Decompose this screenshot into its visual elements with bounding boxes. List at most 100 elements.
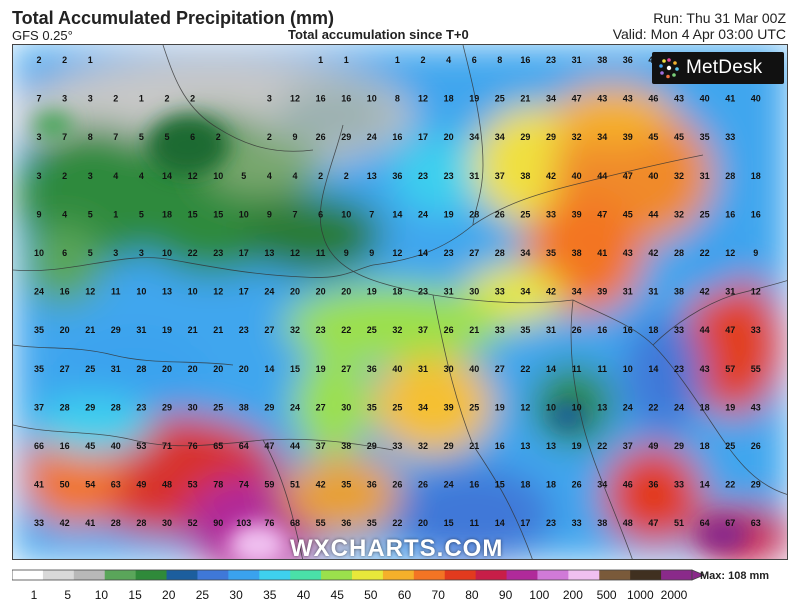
precip-value-label: 9 xyxy=(36,209,41,219)
precip-value-label: 28 xyxy=(111,518,121,528)
legend-color-swatch xyxy=(42,570,75,580)
precip-value-label: 33 xyxy=(34,518,44,528)
precip-value-label: 55 xyxy=(751,364,761,374)
precip-value-label: 52 xyxy=(188,518,198,528)
precip-value-label: 9 xyxy=(292,132,297,142)
legend-color-swatch xyxy=(475,570,508,580)
legend-color-swatch xyxy=(352,570,384,580)
precip-value-label: 27 xyxy=(264,325,274,335)
legend-tick-label: 50 xyxy=(364,588,378,602)
precip-value-label: 17 xyxy=(239,248,249,258)
precip-value-label: 34 xyxy=(520,287,530,297)
precip-value-label: 47 xyxy=(725,325,735,335)
precip-value-label: 40 xyxy=(469,364,479,374)
precip-value-label: 23 xyxy=(136,402,146,412)
precip-value-label: 24 xyxy=(367,132,377,142)
precip-value-label: 16 xyxy=(316,94,326,104)
precip-value-label: 26 xyxy=(392,480,402,490)
precip-value-label: 65 xyxy=(213,441,223,451)
precip-value-label: 44 xyxy=(700,325,710,335)
precip-value-label: 11 xyxy=(597,364,607,374)
precip-value-label: 18 xyxy=(648,325,658,335)
precip-value-label: 33 xyxy=(725,132,735,142)
precip-value-label: 17 xyxy=(239,287,249,297)
precip-value-label: 6 xyxy=(62,248,67,258)
precip-value-label: 29 xyxy=(162,402,172,412)
precip-value-label: 43 xyxy=(700,364,710,374)
precip-value-label: 2 xyxy=(62,55,67,65)
precip-value-label: 6 xyxy=(190,132,195,142)
map-title: Total Accumulated Precipitation (mm) xyxy=(12,8,335,28)
precip-value-label: 19 xyxy=(162,325,172,335)
precip-value-label: 31 xyxy=(572,55,582,65)
precip-value-label: 5 xyxy=(241,171,246,181)
precip-value-label: 34 xyxy=(572,287,582,297)
precip-value-label: 32 xyxy=(290,325,300,335)
precip-value-label: 78 xyxy=(213,480,223,490)
legend-tick-label: 30 xyxy=(229,588,243,602)
precip-value-label: 28 xyxy=(136,518,146,528)
precip-value-label: 44 xyxy=(597,171,607,181)
precip-value-label: 26 xyxy=(572,325,582,335)
precip-value-label: 67 xyxy=(725,518,735,528)
precip-value-labels: 2211112468162331383644733212231216161081… xyxy=(34,55,761,528)
precip-field xyxy=(13,45,787,559)
precip-value-label: 1 xyxy=(88,55,93,65)
legend-color-swatch xyxy=(104,570,137,580)
precip-value-label: 12 xyxy=(85,287,95,297)
precip-value-label: 31 xyxy=(469,171,479,181)
precip-value-label: 16 xyxy=(60,441,70,451)
valid-time: Valid: Mon 4 Apr 03:00 UTC xyxy=(612,26,786,42)
precip-value-label: 11 xyxy=(111,287,121,297)
legend-color-swatch xyxy=(661,570,693,580)
precip-value-label: 29 xyxy=(751,480,761,490)
precip-value-label: 25 xyxy=(495,94,505,104)
precip-value-label: 30 xyxy=(341,402,351,412)
precip-value-label: 11 xyxy=(572,364,582,374)
precip-value-label: 31 xyxy=(700,171,710,181)
precip-value-label: 5 xyxy=(88,209,93,219)
precip-value-label: 20 xyxy=(316,287,326,297)
precip-value-label: 68 xyxy=(290,518,300,528)
precip-value-label: 9 xyxy=(753,248,758,258)
precip-value-label: 12 xyxy=(751,287,761,297)
precip-value-label: 12 xyxy=(290,94,300,104)
precip-value-label: 31 xyxy=(418,364,428,374)
precip-value-label: 11 xyxy=(316,248,326,258)
precip-value-label: 35 xyxy=(341,480,351,490)
precip-value-label: 23 xyxy=(316,325,326,335)
precip-value-label: 34 xyxy=(418,402,428,412)
precip-value-label: 49 xyxy=(136,480,146,490)
precip-value-label: 29 xyxy=(674,441,684,451)
precip-value-label: 7 xyxy=(113,132,118,142)
precip-value-label: 44 xyxy=(290,441,300,451)
precip-value-label: 37 xyxy=(623,441,633,451)
precip-value-label: 3 xyxy=(139,248,144,258)
precip-value-label: 20 xyxy=(418,518,428,528)
legend-color-swatch xyxy=(166,570,198,580)
legend-tick-label: 10 xyxy=(95,588,109,602)
precip-value-label: 7 xyxy=(292,209,297,219)
precip-value-label: 21 xyxy=(469,325,479,335)
precip-value-label: 30 xyxy=(444,364,454,374)
precip-value-label: 1 xyxy=(344,55,349,65)
precip-value-label: 14 xyxy=(392,209,402,219)
precip-value-label: 33 xyxy=(495,287,505,297)
precip-value-label: 10 xyxy=(239,209,249,219)
precip-value-label: 15 xyxy=(495,480,505,490)
precip-value-label: 32 xyxy=(674,209,684,219)
precip-value-label: 24 xyxy=(418,209,428,219)
precip-value-label: 23 xyxy=(418,287,428,297)
precip-value-label: 4 xyxy=(446,55,451,65)
precip-value-label: 33 xyxy=(751,325,761,335)
precip-value-label: 23 xyxy=(418,171,428,181)
precip-value-label: 14 xyxy=(264,364,274,374)
precip-value-label: 42 xyxy=(546,287,556,297)
legend-tick-label: 100 xyxy=(529,588,549,602)
precip-value-label: 36 xyxy=(367,480,377,490)
legend-tick-label: 60 xyxy=(398,588,412,602)
precip-value-label: 32 xyxy=(674,171,684,181)
precip-value-label: 12 xyxy=(290,248,300,258)
precip-value-label: 22 xyxy=(725,480,735,490)
legend-color-swatch xyxy=(599,570,631,580)
